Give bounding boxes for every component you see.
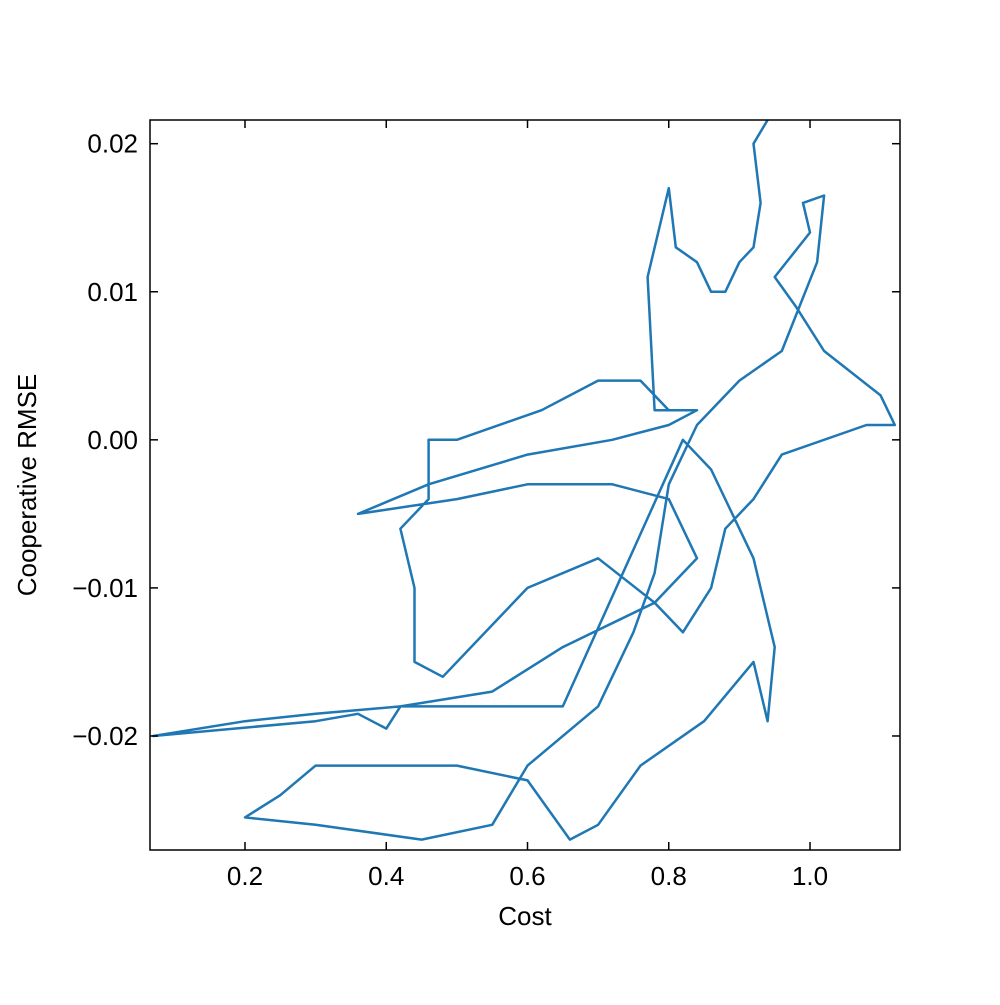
x-axis-label: Cost — [498, 901, 552, 931]
y-tick-label: −0.02 — [72, 721, 138, 751]
x-tick-label: 0.4 — [368, 861, 404, 891]
x-tick-label: 0.6 — [509, 861, 545, 891]
y-tick-label: 0.00 — [87, 425, 138, 455]
y-axis-label: Cooperative RMSE — [12, 374, 42, 597]
y-tick-label: 0.02 — [87, 129, 138, 159]
plot-frame — [149, 119, 901, 851]
y-tick-label: 0.01 — [87, 277, 138, 307]
trajectory-line — [151, 120, 897, 841]
x-tick-label: 0.2 — [227, 861, 263, 891]
x-tick-label: 0.8 — [651, 861, 687, 891]
y-tick-label: −0.01 — [72, 573, 138, 603]
x-tick-label: 1.0 — [792, 861, 828, 891]
